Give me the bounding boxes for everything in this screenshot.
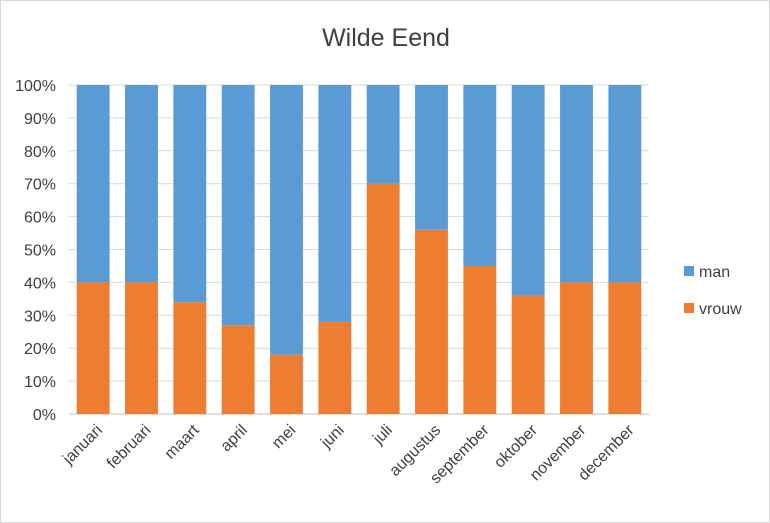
y-tick-label: 90%: [24, 111, 56, 128]
bar-man-mei: [270, 85, 303, 355]
legend-label-vrouw: vrouw: [699, 301, 742, 318]
bar-vrouw-april: [221, 325, 255, 414]
y-axis-tick-labels: 0% 10% 20% 30% 40% 50% 60% 70% 80% 90% 100%: [15, 78, 56, 424]
bar-vrouw-september: [463, 265, 497, 414]
bar-man-december: [608, 85, 642, 283]
x-tick-label: februari: [104, 422, 154, 472]
legend-swatch-man: [684, 266, 694, 276]
x-tick-label: mei: [269, 422, 299, 452]
y-tick-label: 10%: [24, 374, 56, 391]
x-tick-label: maart: [162, 421, 203, 462]
bar-vrouw-november: [560, 282, 593, 414]
y-tick-label: 0%: [33, 407, 56, 424]
y-tick-label: 40%: [24, 275, 56, 292]
gridlines: [69, 84, 649, 415]
y-tick-label: 80%: [24, 144, 56, 161]
bar-vrouw-juni: [318, 321, 352, 414]
x-tick-label: januari: [59, 422, 106, 469]
bar-vrouw-januari: [76, 282, 110, 414]
bar-man-januari: [76, 85, 110, 283]
bar-vrouw-oktober: [511, 295, 545, 414]
bar-vrouw-mei: [270, 354, 303, 414]
legend-swatch-vrouw: [684, 303, 694, 313]
y-tick-label: 20%: [24, 341, 56, 358]
bar-man-juni: [318, 85, 352, 322]
y-tick-label: 100%: [15, 78, 56, 95]
chart-title: Wilde Eend: [322, 24, 450, 52]
legend: man vrouw: [684, 264, 742, 318]
bar-man-augustus: [415, 85, 448, 230]
x-tick-label: juni: [317, 422, 347, 452]
bar-vrouw-december: [608, 282, 642, 414]
bar-man-maart: [173, 85, 207, 303]
bar-man-oktober: [511, 85, 545, 296]
bar-man-februari: [125, 85, 158, 283]
bar-vrouw-maart: [173, 302, 207, 414]
y-tick-label: 70%: [24, 177, 56, 194]
bar-vrouw-februari: [125, 282, 158, 414]
bar-vrouw-juli: [366, 183, 400, 414]
bar-man-juli: [366, 85, 400, 184]
y-tick-label: 30%: [24, 308, 56, 325]
bar-man-april: [221, 85, 255, 326]
legend-label-man: man: [699, 264, 730, 281]
y-tick-label: 60%: [24, 210, 56, 227]
bar-man-september: [463, 85, 497, 266]
x-tick-label: juli: [369, 422, 396, 449]
bar-vrouw-augustus: [415, 229, 448, 414]
y-tick-label: 50%: [24, 243, 56, 260]
bars: [76, 85, 642, 414]
x-tick-label: april: [218, 422, 251, 455]
bar-man-november: [560, 85, 593, 283]
